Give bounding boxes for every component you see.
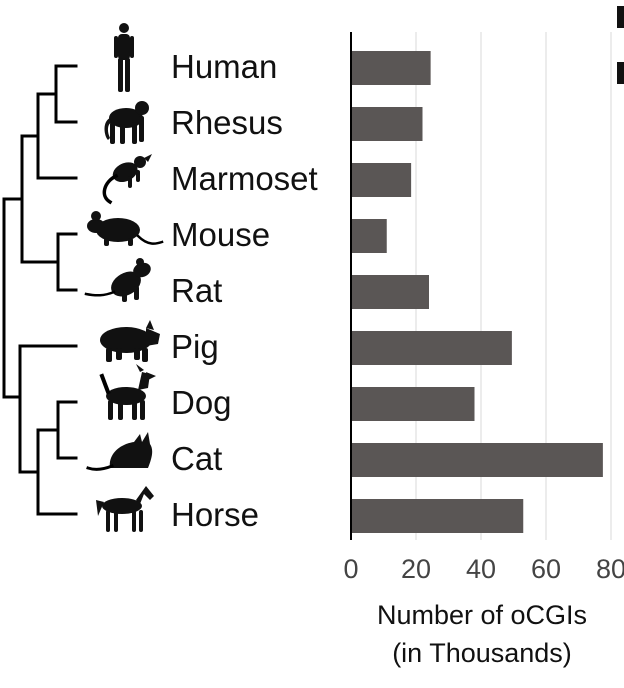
rat-silhouette-icon	[84, 258, 151, 302]
cat-silhouette-icon	[86, 432, 153, 471]
legend-swatch-2	[617, 62, 624, 84]
human-silhouette-icon	[114, 23, 134, 92]
tree-branch-dog-cat	[56, 400, 78, 460]
chart-x-axis-title: Number of oCGIs (in Thousands)	[377, 600, 587, 668]
horse-silhouette-icon	[96, 486, 154, 532]
legend-swatch-1	[617, 6, 624, 28]
x-axis-title-line-1: Number of oCGIs	[377, 600, 587, 630]
x-tick-label-40: 40	[466, 554, 496, 584]
bar-human	[351, 51, 431, 85]
x-tick-label-20: 20	[401, 554, 431, 584]
species-label-rhesus: Rhesus	[171, 104, 283, 141]
phylogenetic-tree	[2, 64, 78, 516]
bar-rhesus	[351, 107, 423, 141]
chart-legend	[617, 6, 624, 84]
species-label-pig: Pig	[171, 328, 219, 365]
bar-dog	[351, 387, 475, 421]
chart-bars	[351, 51, 603, 533]
species-labels: Human Rhesus Marmoset Mouse Rat Pig Dog Cat Hors…	[171, 48, 318, 533]
bar-rat	[351, 275, 429, 309]
bar-pig	[351, 331, 512, 365]
species-label-cat: Cat	[171, 440, 222, 477]
pig-silhouette-icon	[100, 320, 160, 362]
species-label-rat: Rat	[171, 272, 222, 309]
bar-horse	[351, 499, 524, 533]
animal-icons	[84, 23, 164, 532]
species-label-horse: Horse	[171, 496, 259, 533]
species-label-dog: Dog	[171, 384, 232, 421]
tree-branch-human-rhesus	[54, 64, 78, 124]
bar-mouse	[351, 219, 387, 253]
x-tick-label-80: 80	[596, 554, 624, 584]
species-label-marmoset: Marmoset	[171, 160, 318, 197]
marmoset-silhouette-icon	[102, 154, 152, 205]
species-label-human: Human	[171, 48, 277, 85]
tree-branch-laurasiatheria	[18, 344, 78, 474]
chart-x-ticks: 0 20 40 60 80	[343, 554, 624, 584]
bar-cat	[351, 443, 603, 477]
bar-marmoset	[351, 163, 412, 197]
tree-branch-root	[2, 197, 24, 399]
dog-silhouette-icon	[99, 364, 156, 420]
tree-branch-euarchontoglires	[20, 134, 60, 264]
x-axis-title-line-2: (in Thousands)	[392, 638, 572, 668]
x-tick-label-60: 60	[531, 554, 561, 584]
species-label-mouse: Mouse	[171, 216, 270, 253]
rhesus-silhouette-icon	[104, 101, 149, 144]
x-tick-label-0: 0	[343, 554, 358, 584]
mouse-silhouette-icon	[87, 211, 164, 246]
tree-branch-mouse-rat	[56, 232, 78, 292]
